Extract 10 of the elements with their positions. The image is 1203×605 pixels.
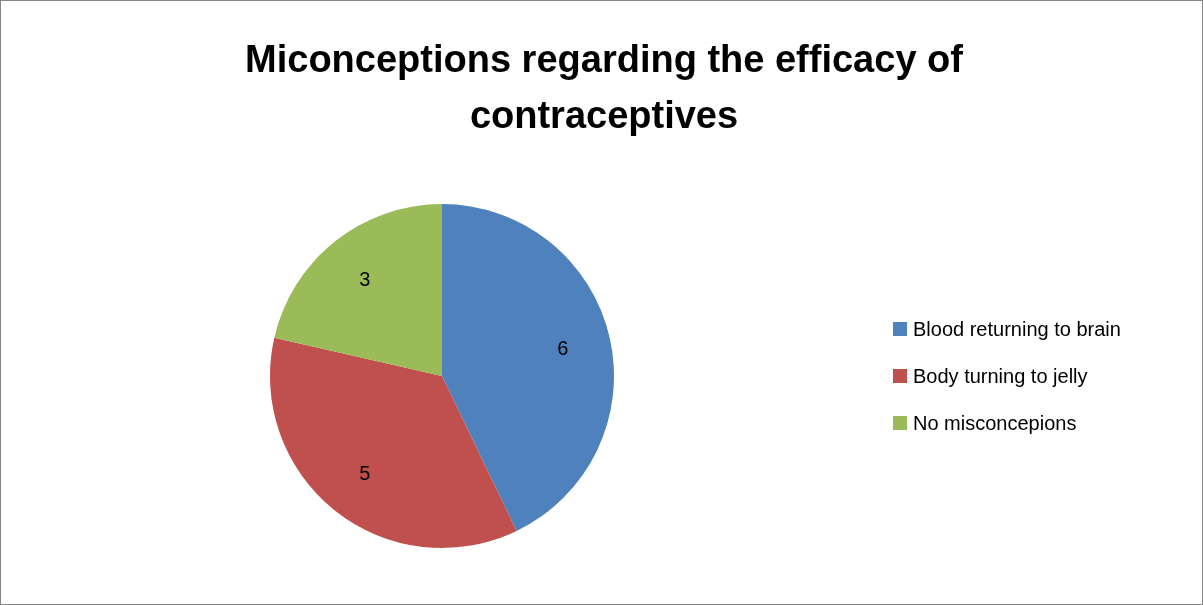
- chart-title: Miconceptions regarding the efficacy of contraceptives: [245, 38, 964, 136]
- legend-label: Blood returning to brain: [913, 318, 1121, 340]
- pie-slice: [274, 204, 442, 376]
- legend-label: No misconcepions: [913, 412, 1077, 434]
- pie-slice: [270, 337, 517, 548]
- data-label: 3: [359, 268, 371, 291]
- pie-slice: [442, 204, 614, 531]
- data-label: 6: [557, 337, 569, 360]
- data-label: 5: [359, 461, 371, 484]
- legend-label: Body turning to jelly: [913, 365, 1088, 387]
